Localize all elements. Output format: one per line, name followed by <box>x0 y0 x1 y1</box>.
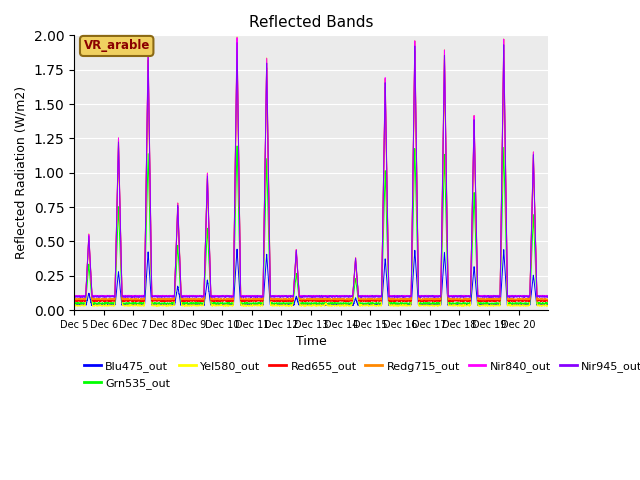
Yel580_out <box>464 303 472 309</box>
Redg715_out <box>432 297 440 303</box>
Legend: Blu475_out, Grn535_out, Yel580_out, Red655_out, Redg715_out, Nir840_out, Nir945_: Blu475_out, Grn535_out, Yel580_out, Red6… <box>79 357 640 393</box>
Yel580_out <box>545 303 552 309</box>
Blu475_out <box>168 302 176 308</box>
Blu475_out <box>369 302 376 308</box>
Yel580_out <box>168 303 176 309</box>
Red655_out <box>464 298 472 303</box>
Nir945_out <box>441 70 449 76</box>
Nir945_out <box>168 294 176 300</box>
Red655_out <box>168 298 176 303</box>
Nir840_out <box>441 64 449 70</box>
Nir840_out <box>545 293 552 299</box>
Yel580_out <box>345 303 353 309</box>
Grn535_out <box>464 301 472 307</box>
Nir945_out <box>400 294 408 300</box>
Red655_out <box>328 297 336 303</box>
Nir945_out <box>70 294 78 300</box>
Yel580_out <box>354 285 362 291</box>
Red655_out <box>354 284 362 290</box>
Grn535_out <box>541 301 549 307</box>
Line: Yel580_out: Yel580_out <box>74 59 548 306</box>
Red655_out <box>441 75 449 81</box>
Redg715_out <box>168 297 176 302</box>
Red655_out <box>70 298 78 303</box>
Text: VR_arable: VR_arable <box>83 39 150 52</box>
Redg715_out <box>70 297 78 303</box>
Nir945_out <box>233 40 241 46</box>
X-axis label: Time: Time <box>296 336 326 348</box>
Nir945_out <box>354 283 362 288</box>
Line: Blu475_out: Blu475_out <box>74 249 548 305</box>
Blu475_out <box>328 301 336 307</box>
Line: Redg715_out: Redg715_out <box>74 37 548 300</box>
Blu475_out <box>233 246 241 252</box>
Nir945_out <box>545 293 552 299</box>
Yel580_out <box>328 302 336 308</box>
Line: Red655_out: Red655_out <box>74 48 548 301</box>
Yel580_out <box>441 84 449 90</box>
Yel580_out <box>70 302 78 308</box>
Redg715_out <box>441 64 449 70</box>
Yel580_out <box>476 303 484 309</box>
Grn535_out <box>441 158 449 164</box>
Nir840_out <box>70 292 78 298</box>
Line: Nir840_out: Nir840_out <box>74 38 548 297</box>
Grn535_out <box>354 291 362 297</box>
Blu475_out <box>476 302 484 308</box>
Grn535_out <box>328 300 336 306</box>
Redg715_out <box>464 296 472 302</box>
Nir945_out <box>328 294 336 300</box>
Blu475_out <box>464 301 472 307</box>
Red655_out <box>219 299 227 304</box>
Blu475_out <box>545 302 552 308</box>
Redg715_out <box>233 34 241 40</box>
Nir840_out <box>354 282 362 288</box>
Nir840_out <box>328 293 336 299</box>
Line: Grn535_out: Grn535_out <box>74 146 548 304</box>
Red655_out <box>233 46 241 51</box>
Nir840_out <box>376 294 383 300</box>
Title: Reflected Bands: Reflected Bands <box>249 15 373 30</box>
Line: Nir945_out: Nir945_out <box>74 43 548 297</box>
Nir840_out <box>233 35 241 41</box>
Redg715_out <box>545 296 552 302</box>
Blu475_out <box>70 302 78 308</box>
Nir840_out <box>476 293 484 299</box>
Grn535_out <box>70 300 78 306</box>
Redg715_out <box>328 296 336 302</box>
Red655_out <box>545 298 552 303</box>
Nir840_out <box>464 293 472 299</box>
Blu475_out <box>354 301 362 307</box>
Redg715_out <box>476 296 484 302</box>
Grn535_out <box>545 301 552 307</box>
Redg715_out <box>354 282 362 288</box>
Nir840_out <box>168 292 176 298</box>
Yel580_out <box>233 56 241 62</box>
Blu475_out <box>441 254 449 260</box>
Grn535_out <box>233 143 241 149</box>
Y-axis label: Reflected Radiation (W/m2): Reflected Radiation (W/m2) <box>15 86 28 259</box>
Grn535_out <box>476 300 484 306</box>
Grn535_out <box>168 301 176 307</box>
Red655_out <box>476 298 484 303</box>
Nir945_out <box>476 293 484 299</box>
Nir945_out <box>464 293 472 299</box>
